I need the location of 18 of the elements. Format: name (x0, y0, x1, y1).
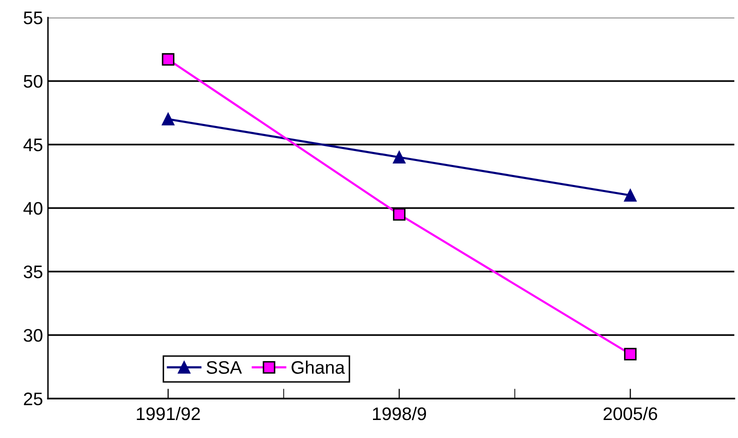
point (162, 53, 174, 66)
y-tick-label: 40 (23, 202, 42, 215)
y-tick-label: 45 (23, 138, 42, 152)
point (392, 150, 406, 164)
y-tick-label: 55 (24, 12, 42, 24)
y-tick-label: 25 (24, 392, 42, 406)
y-tick-label: 50 (24, 74, 42, 88)
point (392, 208, 406, 221)
y-tick-label: 35 (24, 265, 42, 278)
x-tick-label: 1998/9 (372, 406, 426, 420)
y-tick-label: 30 (24, 329, 42, 342)
point (624, 189, 637, 202)
x-tick-label: 2005/6 (604, 406, 658, 420)
legend-label: SSA (206, 361, 242, 374)
point (624, 348, 637, 360)
legend-label: Ghana (292, 360, 345, 374)
point (162, 112, 174, 126)
x-tick-label: 1991/92 (136, 406, 200, 420)
